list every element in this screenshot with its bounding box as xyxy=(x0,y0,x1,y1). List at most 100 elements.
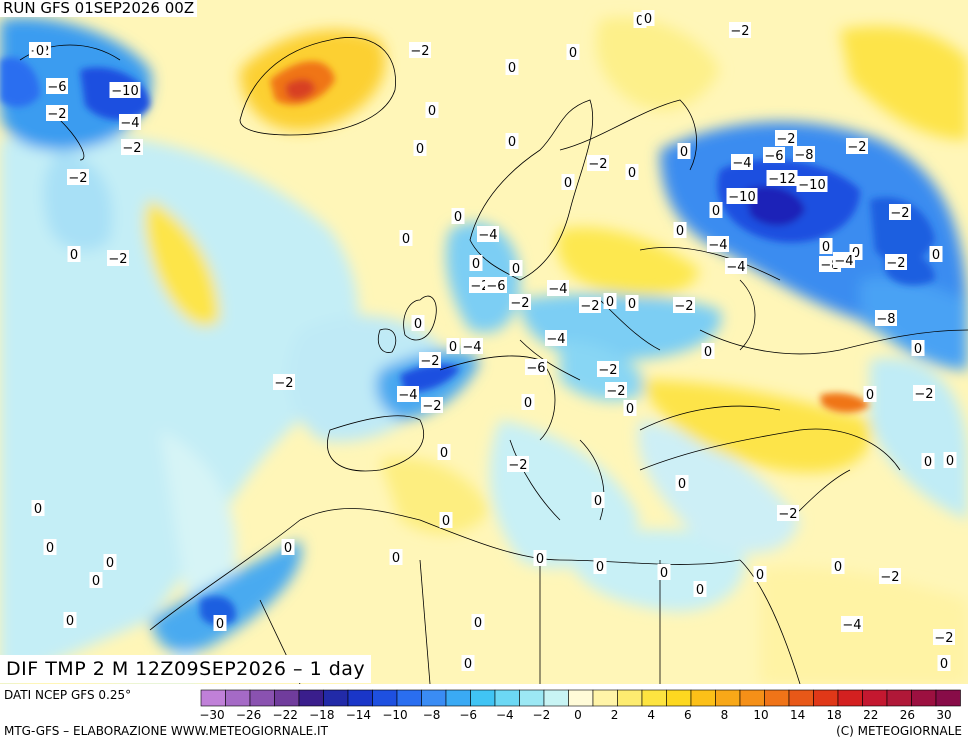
contour-label: 0 xyxy=(596,560,604,575)
legend-swatch xyxy=(470,689,496,707)
contour-label: −2 xyxy=(508,458,527,473)
contour-label-bg xyxy=(89,572,103,588)
contour-label-bg xyxy=(889,204,911,220)
contour-label-bg xyxy=(107,250,129,266)
legend-tick-label: 0 xyxy=(574,708,582,722)
contour-label-bg xyxy=(397,386,419,402)
contour-label: −2 xyxy=(847,140,866,155)
contour-label: −2 xyxy=(886,256,905,271)
contour-label: 0 xyxy=(472,257,480,272)
contour-label-bg xyxy=(766,170,798,186)
contour-label: −2 xyxy=(410,44,429,59)
legend-swatch xyxy=(641,689,667,707)
contour-label: 0 xyxy=(402,232,410,247)
legend-swatch xyxy=(788,689,814,707)
legend-swatch xyxy=(813,689,839,707)
contour-label: 0 xyxy=(106,556,114,571)
contour-label-bg xyxy=(485,277,507,293)
legend-tick-label: −10 xyxy=(382,708,407,722)
contour-label: −4 xyxy=(834,254,853,269)
contour-label: 0 xyxy=(606,295,614,310)
legend-swatch xyxy=(249,689,275,707)
legend-swatch xyxy=(225,689,251,707)
contour-label-bg xyxy=(461,655,475,671)
contour-label-bg xyxy=(693,581,707,597)
contour-label: −4 xyxy=(708,238,727,253)
contour-label-bg xyxy=(623,400,637,416)
contour-label-bg xyxy=(273,374,295,390)
legend-swatch xyxy=(274,689,300,707)
contour-label: −2 xyxy=(588,157,607,172)
contour-label: 0 xyxy=(626,402,634,417)
contour-label: −4 xyxy=(548,282,567,297)
weather-map: −2−6−2−10−4−2−200−2−20000−2000−2−4−6−8−2… xyxy=(0,0,968,684)
contour-label-bg xyxy=(831,558,845,574)
contour-label: 0 xyxy=(392,551,400,566)
legend-tick-label: 6 xyxy=(684,708,692,722)
contour-label-bg xyxy=(933,629,955,645)
footer: DATI NCEP GFS 0.25° −30 −26 −22 −18 −14 −10 −8… xyxy=(0,684,968,745)
contour-label: 0 xyxy=(676,224,684,239)
contour-label: −6 xyxy=(47,80,66,95)
color-legend: −30 −26 −22 −18 −14 −10 −8 −6 −4 −2 0 2 4 6 8 10 14 18 22 2… xyxy=(200,689,961,722)
legend-swatch xyxy=(690,689,716,707)
legend-swatch xyxy=(445,689,471,707)
contour-label-bg xyxy=(885,254,907,270)
contour-label-bg xyxy=(603,293,617,309)
contour-label-bg xyxy=(879,568,901,584)
contour-label-bg xyxy=(507,456,529,472)
contour-label: 0 xyxy=(564,176,572,191)
contour-label: −2 xyxy=(422,399,441,414)
legend-swatch xyxy=(911,689,937,707)
contour-label-bg xyxy=(119,114,141,130)
contour-label: 0 xyxy=(594,494,602,509)
contour-label-bg xyxy=(461,338,483,354)
contour-label-bg xyxy=(593,558,607,574)
contour-label: −4 xyxy=(842,618,861,633)
legend-swatch xyxy=(617,689,643,707)
legend-swatch xyxy=(323,689,349,707)
contour-label: −2 xyxy=(598,363,617,378)
contour-label: −4 xyxy=(478,228,497,243)
contour-label-bg xyxy=(863,386,877,402)
contour-label-bg xyxy=(657,564,671,580)
contour-label-bg xyxy=(399,230,413,246)
legend-tick-label: 26 xyxy=(900,708,915,722)
contour-label-bg xyxy=(46,105,68,121)
source-label: DATI NCEP GFS 0.25° xyxy=(4,688,132,702)
legend-swatch xyxy=(886,689,912,707)
contour-label-bg xyxy=(33,42,47,58)
contour-label-bg xyxy=(579,297,601,313)
contour-label-bg xyxy=(777,505,799,521)
contour-label: 0 xyxy=(474,616,482,631)
contour-label-bg xyxy=(875,310,897,326)
legend-swatch xyxy=(568,689,594,707)
contour-label: −2 xyxy=(420,354,439,369)
credit-left: MTG-GFS – ELABORAZIONE WWW.METEOGIORNALE… xyxy=(4,724,328,738)
contour-label-bg xyxy=(943,452,957,468)
contour-label-bg xyxy=(937,655,951,671)
contour-label-bg xyxy=(421,397,443,413)
contour-label: −4 xyxy=(546,332,565,347)
contour-label-bg xyxy=(533,550,547,566)
legend-swatch xyxy=(715,689,741,707)
legend-swatch xyxy=(935,689,961,707)
contour-label: −2 xyxy=(880,570,899,585)
contour-label-bg xyxy=(521,394,535,410)
legend-swatch xyxy=(543,689,569,707)
contour-label-bg xyxy=(31,500,45,516)
contour-label: −10 xyxy=(111,84,138,99)
contour-label-bg xyxy=(437,444,451,460)
legend-tick-label: −22 xyxy=(273,708,298,722)
contour-label-bg xyxy=(729,22,751,38)
contour-label: 0 xyxy=(442,514,450,529)
contour-label: 0 xyxy=(216,617,224,632)
contour-label-bg xyxy=(67,246,81,262)
contour-label-bg xyxy=(121,139,143,155)
contour-label-bg xyxy=(673,222,687,238)
contour-label: −2 xyxy=(934,631,953,646)
contour-label: 0 xyxy=(756,568,764,583)
contour-label-bg xyxy=(921,453,935,469)
legend-swatch xyxy=(396,689,422,707)
contour-label-bg xyxy=(109,82,141,98)
